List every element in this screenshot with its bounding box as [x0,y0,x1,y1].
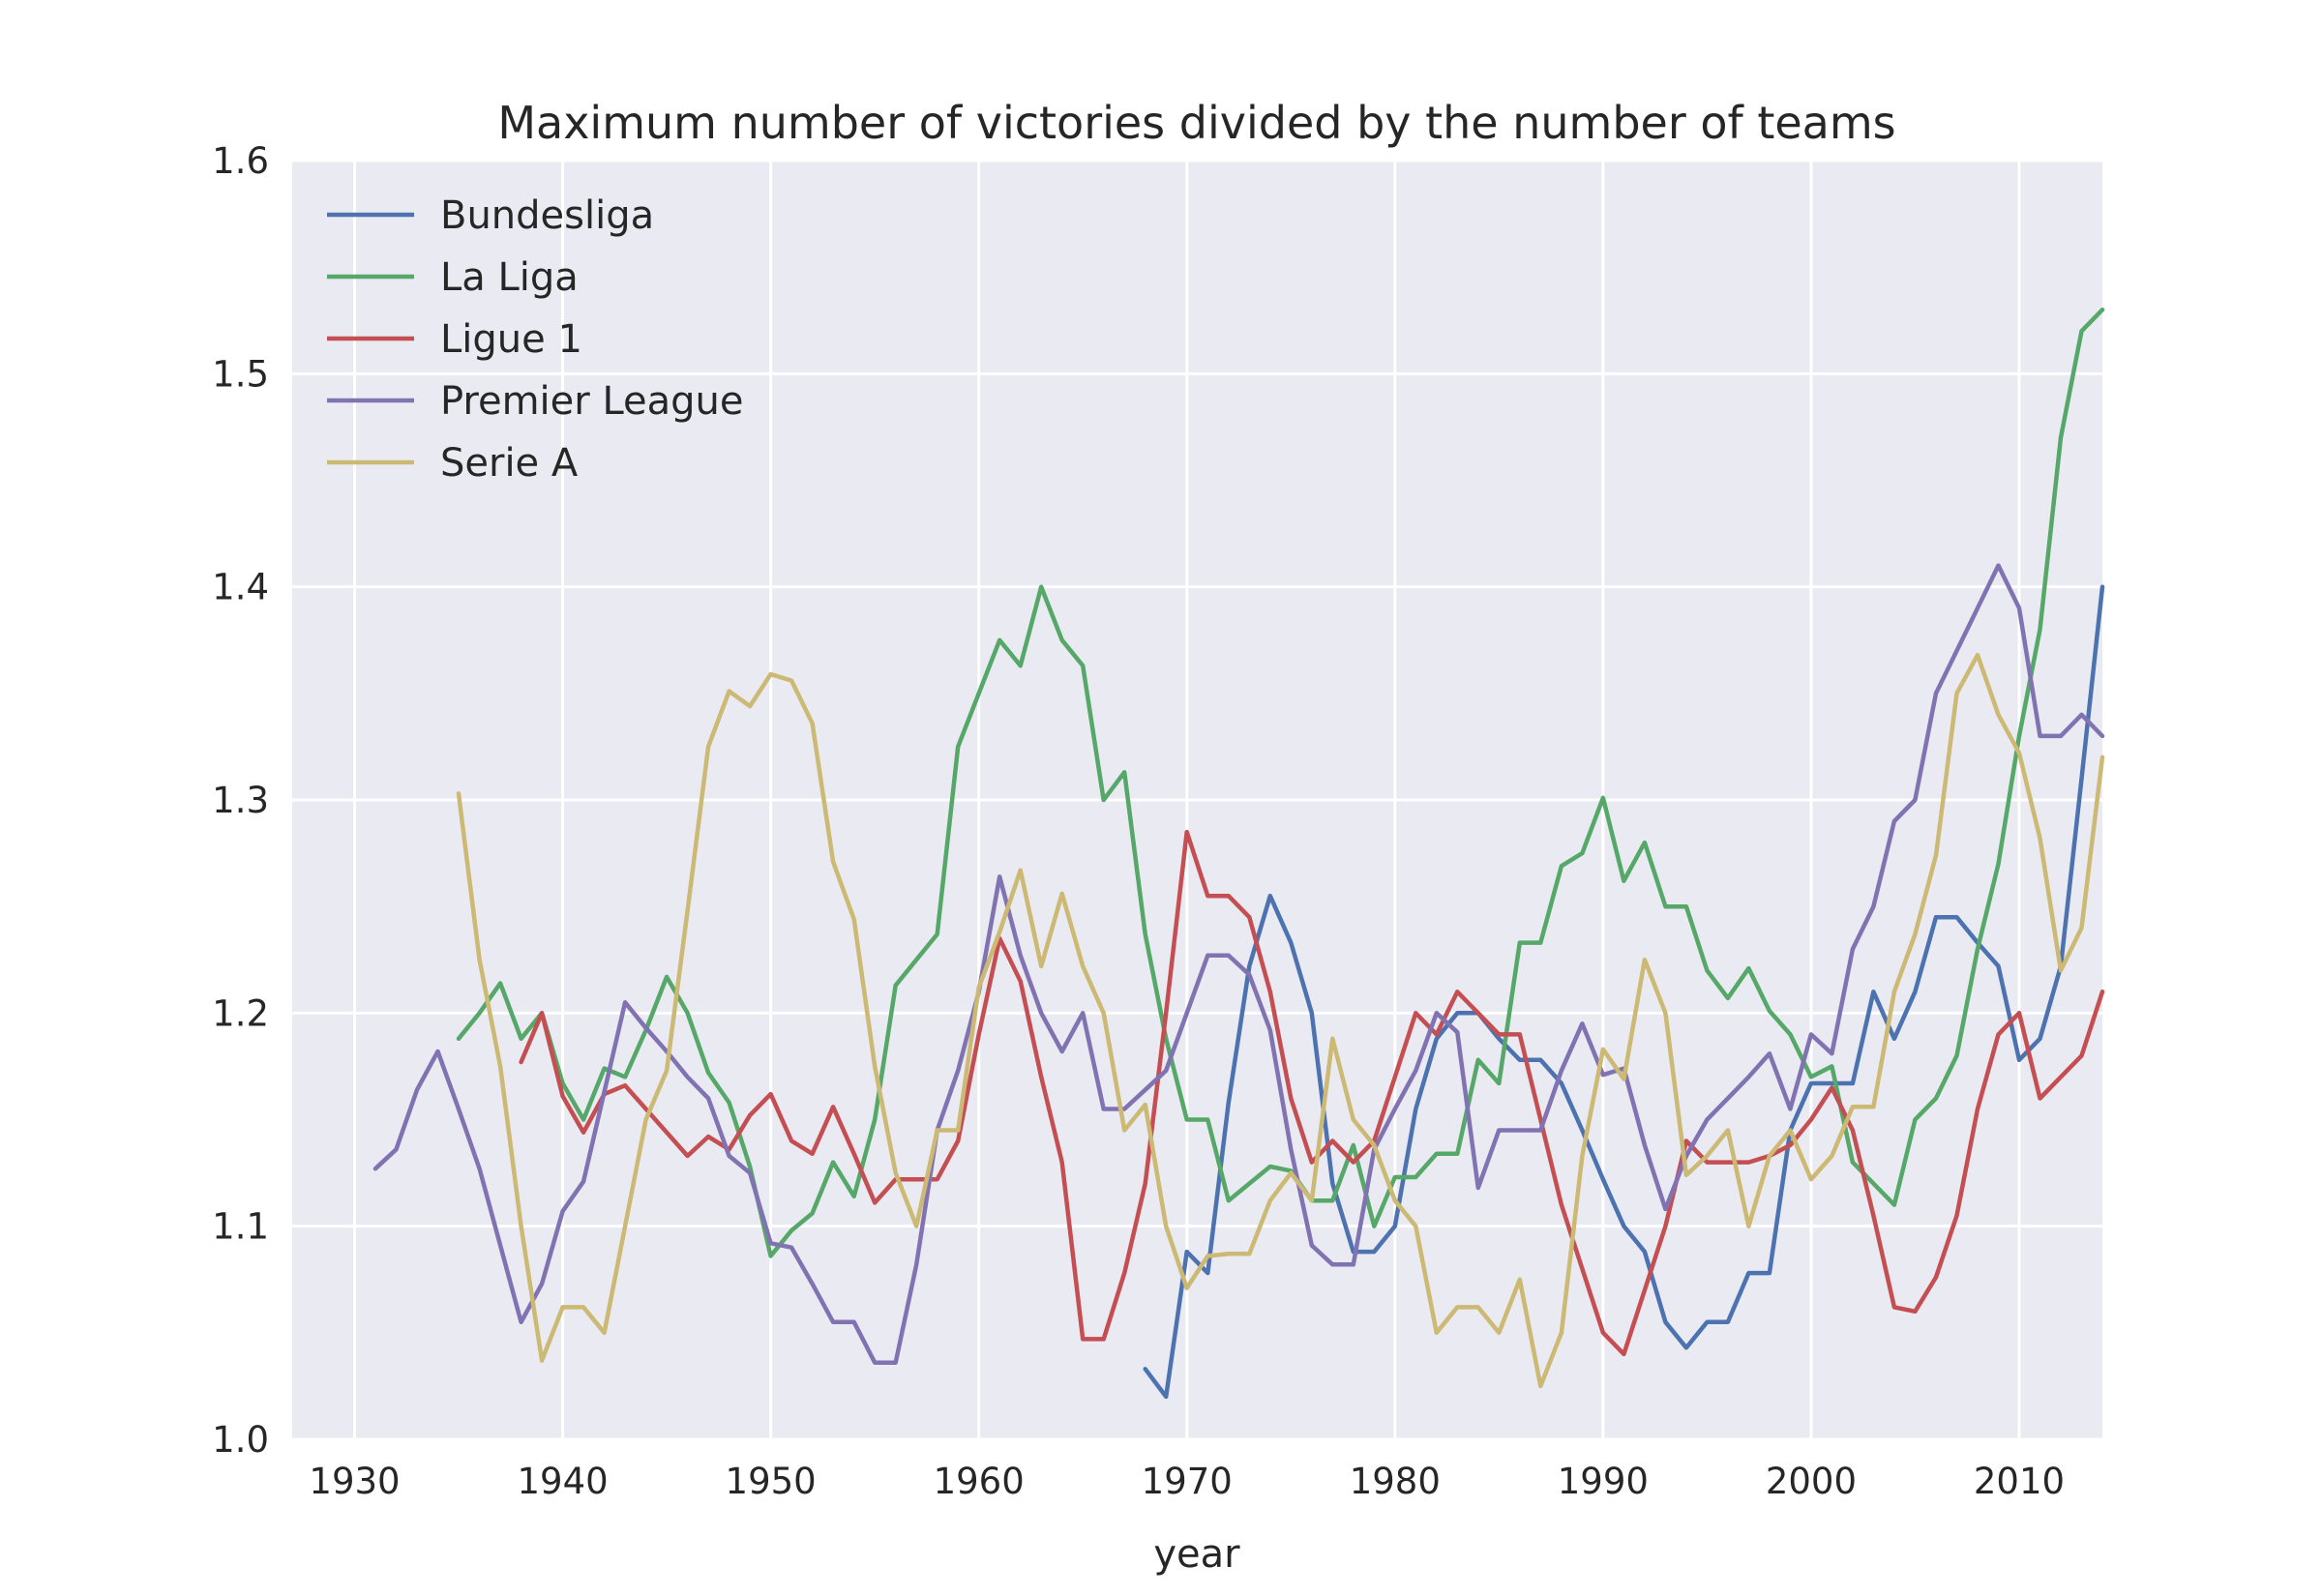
x-axis-ticks: 1930 1940 1950 1960 1970 1980 1990 2000 2010 [309,1461,2065,1502]
series-lines [372,307,2105,1400]
legend-label-bundesliga: Bundesliga [440,193,654,238]
y-tick-label: 1.1 [212,1206,269,1248]
x-tick-label: 1930 [309,1461,400,1502]
y-tick-label: 1.6 [212,140,269,182]
series-line-bundesliga [1143,584,2105,1400]
x-tick-label: 1940 [517,1461,608,1502]
legend-label-ligue-1: Ligue 1 [440,317,582,362]
y-tick-label: 1.3 [212,780,269,821]
grid-lines [292,159,2102,1441]
x-tick-label: 2000 [1766,1461,1857,1502]
series-line-ligue-1 [519,829,2105,1357]
x-tick-label: 2010 [1974,1461,2065,1502]
y-tick-label: 1.2 [212,992,269,1034]
y-axis-ticks: 1.0 1.1 1.2 1.3 1.4 1.5 1.6 [212,140,269,1461]
y-tick-label: 1.0 [212,1419,269,1461]
series-line-premier-league [372,563,2105,1365]
legend: Bundesliga La Liga Ligue 1 Premier League Se… [327,193,744,486]
legend-label-la-liga: La Liga [440,255,579,300]
chart-title: Maximum number of victories divided by t… [497,97,1895,149]
x-tick-label: 1960 [934,1461,1025,1502]
legend-label-serie-a: Serie A [440,441,579,486]
x-tick-label: 1950 [726,1461,817,1502]
x-tick-label: 1990 [1558,1461,1649,1502]
x-tick-label: 1970 [1142,1461,1233,1502]
series-line-la-liga [456,307,2105,1258]
y-tick-label: 1.4 [212,567,269,608]
y-tick-label: 1.5 [212,353,269,395]
series-line-serie-a [456,652,2105,1389]
x-tick-label: 1980 [1350,1461,1441,1502]
legend-label-premier-league: Premier League [440,379,744,424]
x-axis-label: year [1153,1532,1240,1577]
